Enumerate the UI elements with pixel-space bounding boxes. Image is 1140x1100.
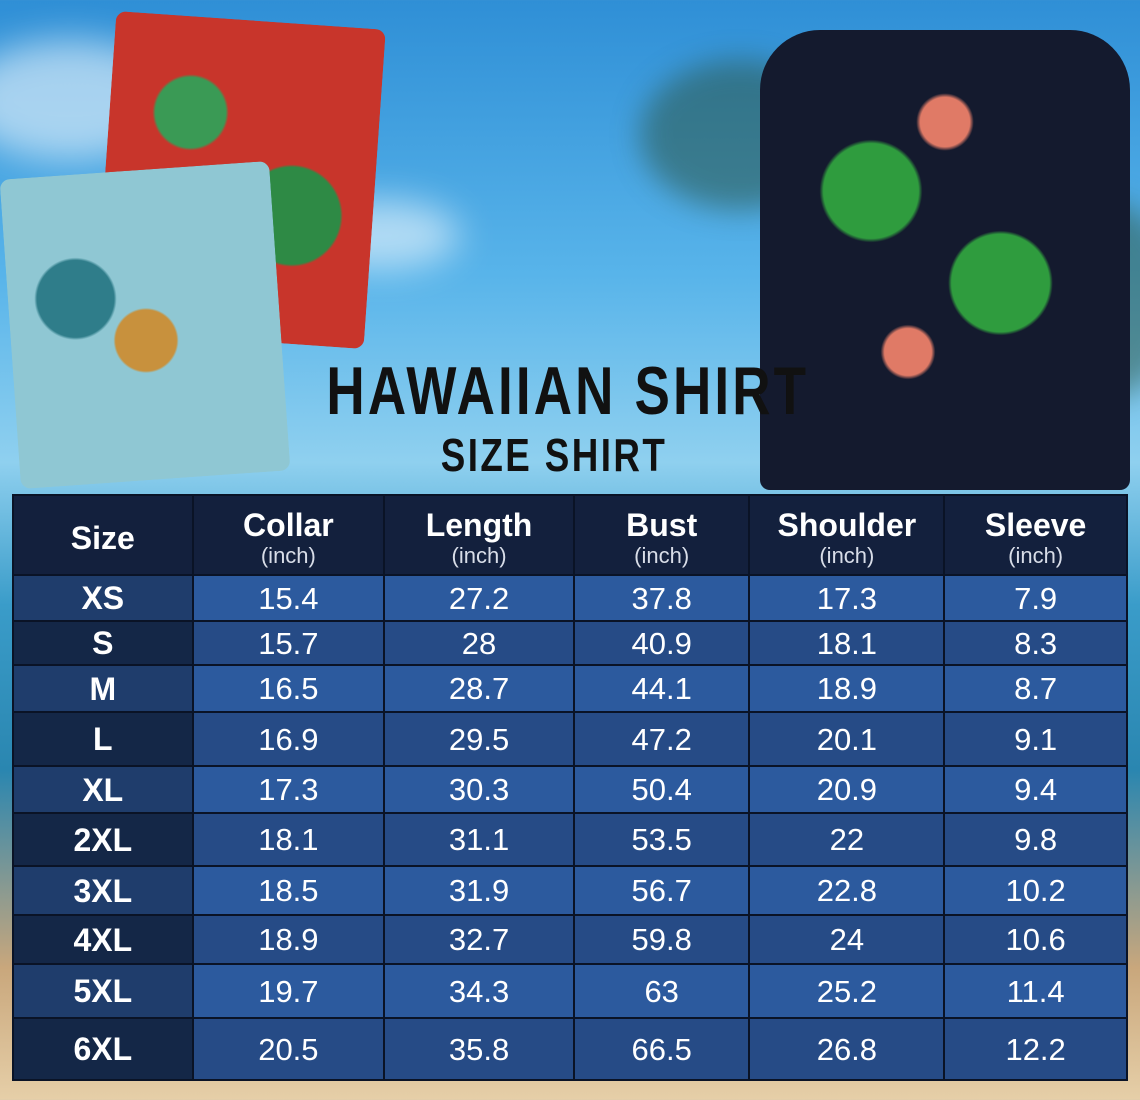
measurement-cell: 16.9: [191, 711, 386, 767]
table-row: 4XL 18.9 32.7 59.8 24 10.6: [12, 914, 1128, 965]
table-row: S 15.7 28 40.9 18.1 8.3: [12, 620, 1128, 666]
measurement-cell: 22: [748, 812, 946, 867]
measurement-cell: 66.5: [572, 1017, 751, 1081]
measurement-cell: 12.2: [943, 1017, 1128, 1081]
size-cell: 4XL: [12, 914, 194, 965]
measurement-cell: 18.5: [191, 865, 386, 916]
table-row: M 16.5 28.7 44.1 18.9 8.7: [12, 664, 1128, 713]
measurement-cell: 28.7: [383, 664, 575, 713]
measurement-cell: 15.4: [191, 574, 386, 622]
measurement-cell: 35.8: [383, 1017, 575, 1081]
measurement-cell: 20.5: [191, 1017, 386, 1081]
measurement-cell: 47.2: [572, 711, 751, 767]
measurement-cell: 26.8: [748, 1017, 946, 1081]
header-size: Size: [12, 494, 194, 576]
size-cell: 2XL: [12, 812, 194, 867]
measurement-cell: 22.8: [748, 865, 946, 916]
measurement-cell: 29.5: [383, 711, 575, 767]
measurement-cell: 20.1: [748, 711, 946, 767]
measurement-cell: 34.3: [383, 963, 575, 1019]
measurement-cell: 30.3: [383, 765, 575, 814]
measurement-cell: 20.9: [748, 765, 946, 814]
measurement-cell: 17.3: [748, 574, 946, 622]
measurement-cell: 44.1: [572, 664, 751, 713]
measurement-cell: 8.3: [943, 620, 1128, 666]
measurement-cell: 17.3: [191, 765, 386, 814]
size-cell: M: [12, 664, 194, 713]
measurement-cell: 50.4: [572, 765, 751, 814]
table-row: 2XL 18.1 31.1 53.5 22 9.8: [12, 812, 1128, 867]
header-sleeve: Sleeve (inch): [943, 494, 1128, 576]
size-cell: 5XL: [12, 963, 194, 1019]
measurement-cell: 11.4: [943, 963, 1128, 1019]
measurement-cell: 31.1: [383, 812, 575, 867]
header-length: Length (inch): [383, 494, 575, 576]
measurement-cell: 15.7: [191, 620, 386, 666]
size-cell: XL: [12, 765, 194, 814]
measurement-cell: 18.9: [191, 914, 386, 965]
measurement-cell: 9.8: [943, 812, 1128, 867]
size-cell: XS: [12, 574, 194, 622]
measurement-cell: 10.6: [943, 914, 1128, 965]
measurement-cell: 59.8: [572, 914, 751, 965]
measurement-cell: 18.1: [191, 812, 386, 867]
page-subtitle: SIZE SHIRT: [440, 429, 668, 481]
table-row: XS 15.4 27.2 37.8 17.3 7.9: [12, 574, 1128, 622]
measurement-cell: 56.7: [572, 865, 751, 916]
measurement-cell: 53.5: [572, 812, 751, 867]
size-cell: S: [12, 620, 194, 666]
measurement-cell: 19.7: [191, 963, 386, 1019]
measurement-cell: 24: [748, 914, 946, 965]
size-cell: L: [12, 711, 194, 767]
table-row: 3XL 18.5 31.9 56.7 22.8 10.2: [12, 865, 1128, 916]
measurement-cell: 18.1: [748, 620, 946, 666]
model-shirt-image: [760, 30, 1130, 490]
measurement-cell: 10.2: [943, 865, 1128, 916]
table-row: 5XL 19.7 34.3 63 25.2 11.4: [12, 963, 1128, 1019]
measurement-cell: 9.4: [943, 765, 1128, 814]
size-cell: 6XL: [12, 1017, 194, 1081]
measurement-cell: 37.8: [572, 574, 751, 622]
header-shoulder: Shoulder (inch): [748, 494, 946, 576]
measurement-cell: 32.7: [383, 914, 575, 965]
table-row: XL 17.3 30.3 50.4 20.9 9.4: [12, 765, 1128, 814]
header-bust: Bust (inch): [572, 494, 751, 576]
table-row: L 16.9 29.5 47.2 20.1 9.1: [12, 711, 1128, 767]
measurement-cell: 63: [572, 963, 751, 1019]
measurement-cell: 18.9: [748, 664, 946, 713]
measurement-cell: 28: [383, 620, 575, 666]
page-title: HAWAIIAN SHIRT: [326, 353, 810, 429]
measurement-cell: 40.9: [572, 620, 751, 666]
measurement-cell: 7.9: [943, 574, 1128, 622]
table-row: 6XL 20.5 35.8 66.5 26.8 12.2: [12, 1017, 1128, 1081]
size-chart-table: Size Collar (inch) Length (inch) Bust (inch…: [12, 494, 1128, 1081]
size-cell: 3XL: [12, 865, 194, 916]
measurement-cell: 16.5: [191, 664, 386, 713]
measurement-cell: 25.2: [748, 963, 946, 1019]
measurement-cell: 31.9: [383, 865, 575, 916]
table-header-row: Size Collar (inch) Length (inch) Bust (inch…: [12, 494, 1128, 576]
measurement-cell: 27.2: [383, 574, 575, 622]
header-collar: Collar (inch): [191, 494, 386, 576]
measurement-cell: 8.7: [943, 664, 1128, 713]
measurement-cell: 9.1: [943, 711, 1128, 767]
